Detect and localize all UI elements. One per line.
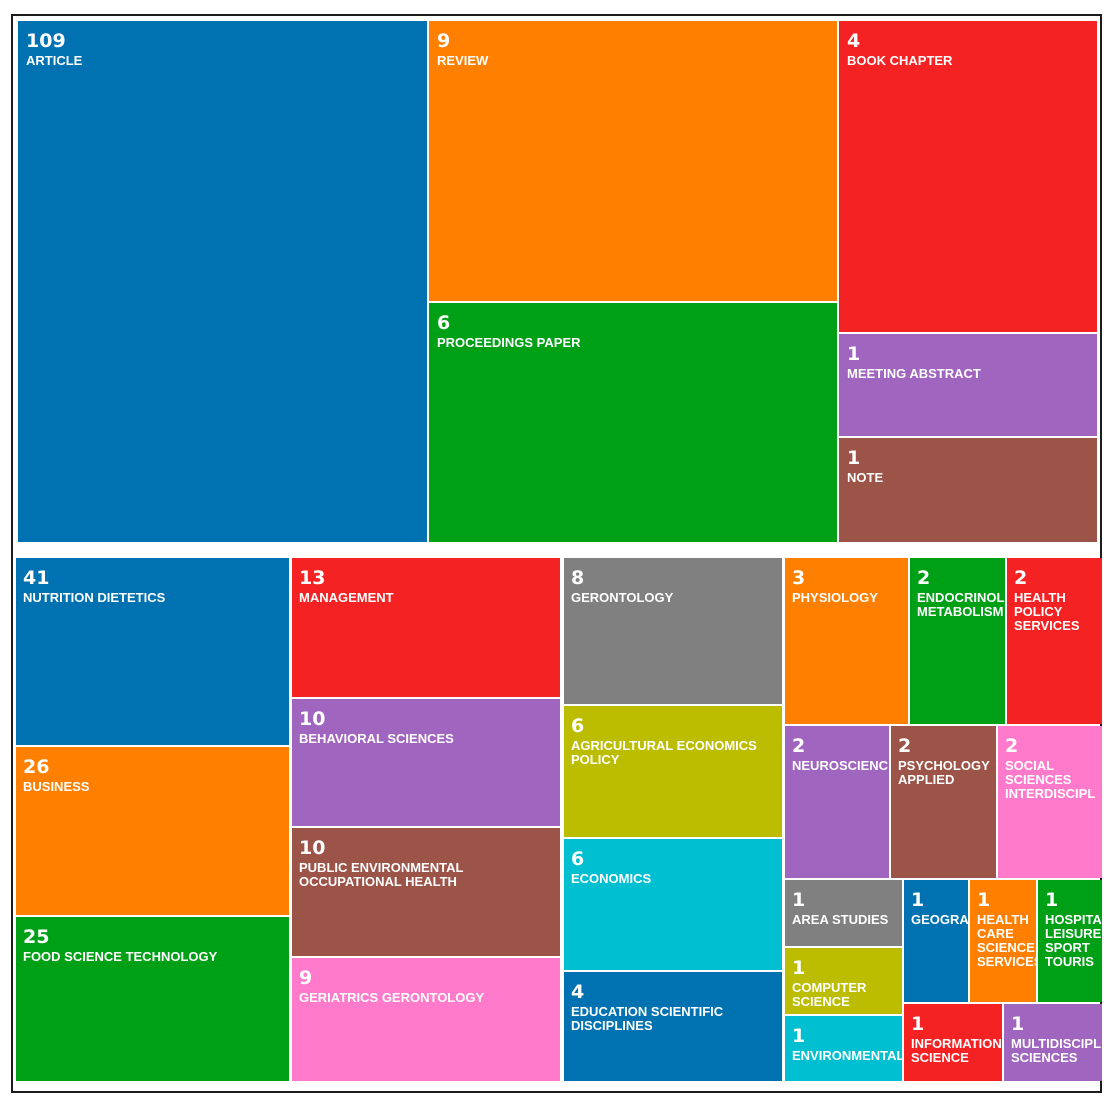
treemap-cell-book-chapter: 4 BOOK CHAPTER [839,21,1097,332]
cell-label: BEHAVIORAL SCIENCES [299,731,454,746]
treemap-cell-information-science: 1 INFORMATION SCIENCE [904,1004,1002,1081]
treemap-cell-article: 109 ARTICLE [18,21,427,542]
treemap-cell-physiology: 3 PHYSIOLOGY [785,558,908,724]
cell-value: 109 [26,30,66,52]
cell-label: EDUCATION SCIENTIFIC DISCIPLINES [571,1004,724,1033]
cell-label: PSYCHOLOGY APPLIED [898,758,990,787]
cell-label: PUBLIC ENVIRONMENTAL OCCUPATIONAL HEALTH [299,860,464,889]
cell-value: 2 [898,735,912,757]
cell-value: 1 [1045,889,1059,911]
treemap-cell-behavioral-sciences: 10 BEHAVIORAL SCIENCES [292,699,560,826]
treemap-cell-health-care-science-services: 1 HEALTH CARE SCIENCE SERVICES [970,880,1036,1002]
cell-value: 4 [847,30,861,52]
cell-value: 13 [299,567,326,589]
treemap-cell-gerontology: 8 GERONTOLOGY [564,558,782,704]
cell-value: 25 [23,926,50,948]
treemap-cell-food-science-technology: 25 FOOD SCIENCE TECHNOLOGY [16,917,289,1081]
cell-value: 6 [571,848,585,870]
treemap-cell-proceedings-paper: 6 PROCEEDINGS PAPER [429,303,837,542]
cell-value: 4 [571,981,585,1003]
treemap-cell-note: 1 NOTE [839,438,1097,542]
treemap-cell-business: 26 BUSINESS [16,747,289,915]
treemap-cell-geogra: 1 GEOGRA [904,880,968,1002]
cell-label: HOSPITA LEISURE SPORT TOURIS [1045,912,1102,969]
cell-label: BUSINESS [23,779,90,794]
cell-label: AGRICULTURAL ECONOMICS POLICY [571,738,757,767]
treemap-cell-agricultural-economics-policy: 6 AGRICULTURAL ECONOMICS POLICY [564,706,782,837]
treemap-cell-psychology-applied: 2 PSYCHOLOGY APPLIED [891,726,996,878]
cell-label: REVIEW [437,53,489,68]
cell-label: PROCEEDINGS PAPER [437,335,581,350]
cell-label: HEALTH POLICY SERVICES [1014,590,1080,633]
cell-label: ENDOCRINOL METABOLISM [917,590,1005,619]
cell-label: HEALTH CARE SCIENCE SERVICES [977,912,1036,969]
cell-value: 1 [847,447,861,469]
cell-value: 1 [1011,1013,1025,1035]
cell-value: 1 [792,1025,806,1047]
cell-value: 3 [792,567,806,589]
cell-label: ARTICLE [26,53,83,68]
cell-value: 2 [917,567,931,589]
treemap-cell-multidiscipl-sciences: 1 MULTIDISCIPL SCIENCES [1004,1004,1102,1081]
cell-label: GERIATRICS GERONTOLOGY [299,990,485,1005]
cell-value: 10 [299,837,326,859]
cell-value: 2 [1005,735,1019,757]
cell-label: NOTE [847,470,884,485]
cell-value: 6 [571,715,585,737]
cell-value: 26 [23,756,50,778]
cell-value: 2 [792,735,806,757]
cell-label: INFORMATION SCIENCE [911,1036,1002,1065]
treemap-cell-neuroscienc: 2 NEUROSCIENC [785,726,889,878]
cell-value: 1 [847,343,861,365]
cell-label: FOOD SCIENCE TECHNOLOGY [23,949,218,964]
cell-label: COMPUTER SCIENCE [792,980,867,1009]
cell-label: MULTIDISCIPL SCIENCES [1011,1036,1102,1065]
treemap-cell-public-environmental-occupational-health: 10 PUBLIC ENVIRONMENTAL OCCUPATIONAL HEAL… [292,828,560,956]
cell-label: PHYSIOLOGY [792,590,878,605]
treemap-cell-education-scientific-disciplines: 4 EDUCATION SCIENTIFIC DISCIPLINES [564,972,782,1081]
cell-label: GERONTOLOGY [571,590,674,605]
treemap-cell-economics: 6 ECONOMICS [564,839,782,970]
treemap-cell-environmental: 1 ENVIRONMENTAL [785,1016,902,1081]
cell-label: NUTRITION DIETETICS [23,590,166,605]
treemap-cell-geriatrics-gerontology: 9 GERIATRICS GERONTOLOGY [292,958,560,1081]
cell-label: MEETING ABSTRACT [847,366,981,381]
cell-value: 1 [977,889,991,911]
cell-label: ECONOMICS [571,871,652,886]
cell-value: 8 [571,567,585,589]
treemap-cell-area-studies: 1 AREA STUDIES [785,880,902,946]
treemap-cell-social-sciences-interdiscipl: 2 SOCIAL SCIENCES INTERDISCIPL [998,726,1102,878]
cell-label: GEOGRA [911,912,968,927]
treemap-cell-management: 13 MANAGEMENT [292,558,560,697]
cell-value: 1 [792,889,806,911]
treemap-cell-nutrition-dietetics: 41 NUTRITION DIETETICS [16,558,289,745]
cell-label: MANAGEMENT [299,590,394,605]
treemap-cell-meeting-abstract: 1 MEETING ABSTRACT [839,334,1097,436]
cell-value: 9 [299,967,313,989]
treemap-cell-computer-science: 1 COMPUTER SCIENCE [785,948,902,1014]
cell-label: AREA STUDIES [792,912,889,927]
cell-value: 10 [299,708,326,730]
cell-label: BOOK CHAPTER [847,53,953,68]
cell-value: 1 [911,1013,925,1035]
cell-value: 41 [23,567,50,589]
cell-value: 1 [792,957,806,979]
cell-value: 6 [437,312,451,334]
cell-value: 2 [1014,567,1028,589]
treemap-cell-health-policy-services: 2 HEALTH POLICY SERVICES [1007,558,1102,724]
cell-value: 9 [437,30,451,52]
cell-label: SOCIAL SCIENCES INTERDISCIPL [1005,758,1096,801]
cell-label: ENVIRONMENTAL [792,1048,902,1063]
cell-value: 1 [911,889,925,911]
cell-label: NEUROSCIENC [792,758,889,773]
treemap-cell-review: 9 REVIEW [429,21,837,301]
treemap-cell-hospita-leisure-sport-touris: 1 HOSPITA LEISURE SPORT TOURIS [1038,880,1102,1002]
treemap-cell-endocrinol-metabolism: 2 ENDOCRINOL METABOLISM [910,558,1005,724]
treemap-frame: 109 ARTICLE 9 REVIEW 4 BOOK CHAPTER 6 PROCEEDIN… [11,14,1102,1093]
